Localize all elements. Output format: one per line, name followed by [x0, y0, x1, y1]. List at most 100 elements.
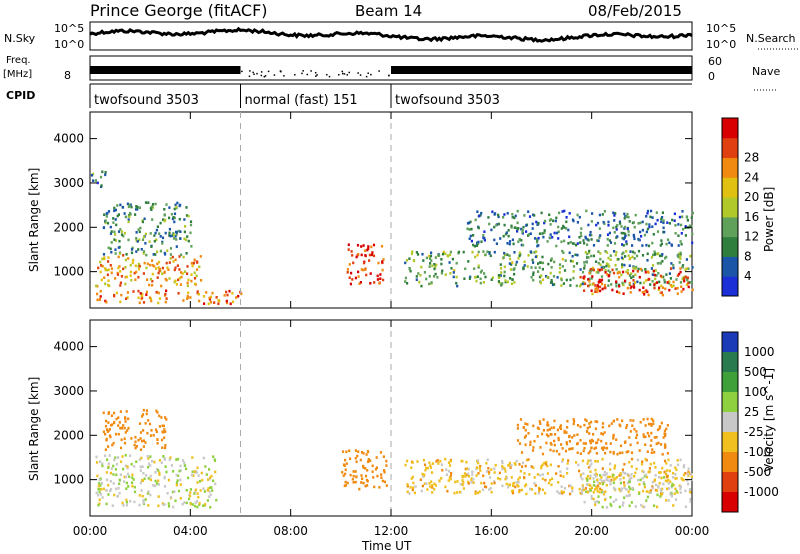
velocity-echo-cell: [135, 445, 138, 448]
velocity-echo-cell: [517, 481, 520, 484]
velocity-echo-cell: [206, 478, 210, 481]
power-echo-cell: [155, 290, 158, 294]
power-echo-cell: [666, 221, 669, 224]
velocity-echo-cell: [192, 474, 195, 477]
velocity-echo-cell: [561, 458, 564, 461]
velocity-echo-cell: [629, 487, 632, 491]
power-echo-cell: [658, 254, 662, 258]
power-echo-cell: [488, 222, 491, 226]
velocity-echo-cell: [646, 431, 649, 435]
power-echo-cell: [623, 225, 627, 229]
velocity-echo-cell: [501, 461, 504, 465]
power-echo-cell: [652, 233, 655, 236]
velocity-echo-cell: [197, 495, 200, 499]
power-echo-cell: [129, 274, 132, 277]
power-echo-cell: [624, 232, 627, 236]
velocity-echo-cell: [534, 492, 537, 495]
power-echo-cell: [641, 291, 644, 294]
power-echo-cell: [346, 268, 349, 271]
power-echo-cell: [486, 250, 489, 254]
velocity-echo-cell: [576, 433, 579, 436]
velocity-echo-cell: [654, 474, 657, 477]
velocity-echo-cell: [519, 469, 522, 473]
velocity-echo-cell: [628, 480, 631, 483]
power-echo-cell: [508, 242, 511, 246]
power-echo-cell: [623, 236, 626, 239]
velocity-echo-cell: [646, 417, 649, 421]
power-echo-cell: [148, 240, 151, 243]
power-echo-cell: [500, 271, 503, 274]
power-echo-cell: [140, 294, 143, 298]
velocity-echo-cell: [472, 481, 475, 484]
power-echo-cell: [173, 216, 176, 220]
power-colorbar-swatch: [722, 256, 738, 277]
velocity-echo-cell: [664, 472, 667, 476]
velocity-echo-cell: [119, 426, 122, 430]
velocity-echo-cell: [674, 498, 678, 501]
power-echo-cell: [189, 223, 193, 227]
power-echo-cell: [405, 259, 409, 262]
velocity-echo-cell: [642, 435, 645, 439]
velocity-echo-cell: [467, 482, 470, 485]
velocity-echo-cell: [485, 485, 488, 489]
power-echo-cell: [168, 234, 171, 237]
velocity-echo-cell: [645, 458, 648, 462]
power-echo-cell: [597, 250, 600, 253]
power-echo-cell: [464, 267, 467, 271]
velocity-echo-cell: [117, 486, 120, 490]
nave-dot: [388, 74, 390, 77]
power-echo-cell: [622, 244, 625, 247]
velocity-echo-cell: [191, 456, 194, 459]
power-echo-cell: [637, 267, 640, 271]
power-echo-cell: [569, 259, 573, 263]
velocity-echo-cell: [132, 478, 135, 481]
power-echo-cell: [480, 269, 483, 273]
power-echo-cell: [660, 217, 663, 221]
velocity-echo-cell: [586, 426, 589, 430]
velocity-echo-cell: [660, 421, 663, 425]
power-echo-cell: [428, 257, 432, 260]
power-echo-cell: [175, 205, 178, 209]
power-echo-cell: [543, 221, 546, 225]
power-echo-cell: [627, 215, 630, 219]
velocity-echo-cell: [688, 489, 691, 493]
velocity-echo-cell: [157, 495, 160, 498]
power-echo-cell: [497, 280, 500, 283]
velocity-echo-cell: [209, 506, 212, 509]
velocity-echo-cell: [421, 484, 424, 488]
power-echo-cell: [674, 287, 677, 290]
velocity-echo-cell: [572, 418, 575, 421]
velocity-echo-cell: [461, 483, 464, 487]
power-echo-cell: [602, 220, 605, 224]
velocity-echo-cell: [520, 451, 524, 454]
power-echo-cell: [637, 249, 641, 253]
velocity-echo-cell: [435, 460, 438, 463]
velocity-echo-cell: [515, 481, 518, 484]
velocity-echo-cell: [508, 483, 511, 486]
velocity-echo-cell: [581, 459, 585, 463]
power-echo-cell: [153, 234, 156, 237]
velocity-echo-cell: [141, 494, 144, 498]
velocity-echo-cell: [646, 495, 649, 499]
power-echo-cell: [110, 230, 113, 233]
power-echo-cell: [105, 215, 108, 218]
velocity-echo-cell: [425, 482, 428, 485]
velocity-echo-cell: [568, 435, 571, 439]
velocity-echo-cell: [569, 447, 572, 451]
velocity-echo-cell: [625, 426, 628, 429]
velocity-echo-cell: [562, 490, 565, 494]
power-echo-cell: [529, 232, 532, 235]
power-echo-cell: [223, 294, 226, 297]
power-echo-cell: [107, 260, 110, 263]
velocity-echo-cell: [213, 458, 216, 461]
velocity-echo-cell: [191, 503, 194, 506]
power-echo-cell: [161, 272, 164, 276]
power-echo-cell: [613, 219, 616, 222]
nave-dot: [256, 72, 258, 75]
power-echo-cell: [483, 230, 486, 233]
power-echo-cell: [660, 220, 663, 224]
power-echo-cell: [191, 264, 194, 268]
velocity-echo-cell: [628, 504, 631, 508]
velocity-echo-cell: [205, 473, 208, 476]
velocity-echo-cell: [142, 429, 145, 432]
